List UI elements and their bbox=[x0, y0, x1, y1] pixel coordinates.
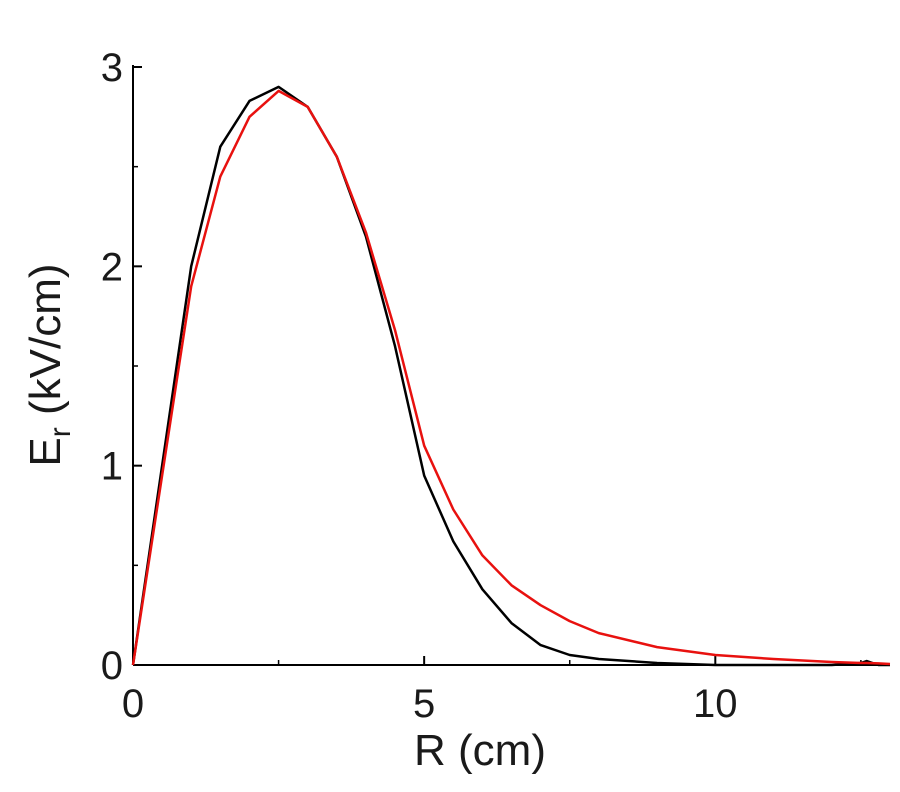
data-line bbox=[131, 85, 890, 667]
y-axis-label-main: E bbox=[21, 437, 70, 466]
y-tick-label: 2 bbox=[101, 245, 123, 289]
y-tick-label: 3 bbox=[101, 46, 123, 90]
y-axis-label-rest: (kV/cm) bbox=[21, 263, 70, 427]
y-axis-label-sub: r bbox=[44, 427, 77, 437]
y-axis-label: Er (kV/cm) bbox=[21, 263, 77, 466]
y-tick-label: 1 bbox=[101, 445, 123, 489]
data-line bbox=[131, 89, 891, 666]
y-tick-label: 0 bbox=[101, 644, 123, 688]
x-tick-label: 5 bbox=[413, 682, 435, 726]
x-tick-label: 10 bbox=[693, 682, 738, 726]
x-tick-label: 0 bbox=[122, 682, 144, 726]
x-axis-label: R (cm) bbox=[414, 726, 546, 775]
